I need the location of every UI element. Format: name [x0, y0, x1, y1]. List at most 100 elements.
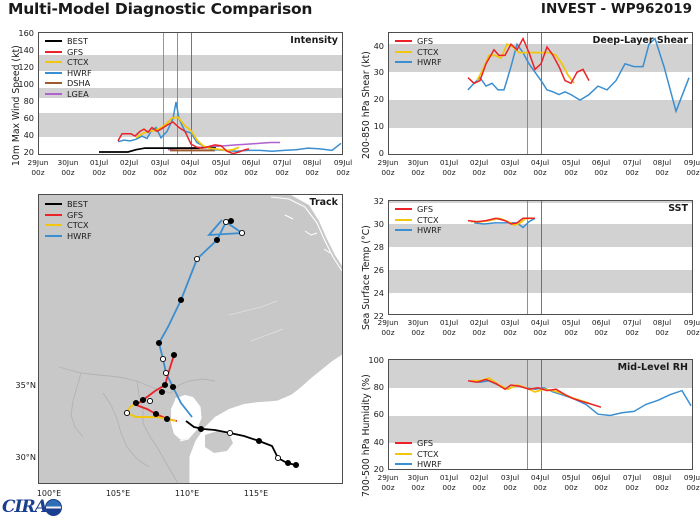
legend-item: LGEA	[45, 89, 92, 100]
intensity-ytick: 40	[23, 130, 34, 140]
shear-ytick: 40	[373, 41, 384, 51]
intensity-ytick: 60	[23, 113, 34, 123]
legend-swatch-hwrf	[45, 234, 62, 237]
legend-label: HWRF	[417, 57, 442, 68]
rh-ytick: 100	[368, 355, 384, 365]
intensity-xtick: 30Jun 00z	[57, 158, 79, 177]
sst-series-svg	[467, 217, 536, 229]
track-ytick: 35°N	[15, 380, 36, 390]
legend-item: HWRF	[395, 225, 442, 236]
legend-item: GFS	[395, 36, 442, 47]
sst-xtick: 01Jul 00z	[439, 318, 459, 337]
track-legend: BEST GFS CTCX HWRF	[45, 199, 92, 241]
reference-line-lgea	[163, 33, 165, 154]
legend-item: HWRF	[45, 231, 92, 242]
legend-label: GFS	[417, 36, 434, 47]
track-series-svg	[123, 217, 300, 469]
legend-label: HWRF	[417, 225, 442, 236]
legend-item: CTCX	[45, 220, 92, 231]
panel-track: 35°N 30°N 25°N 20°N	[0, 190, 350, 525]
sst-xtick: 05Jul 00z	[561, 318, 581, 337]
legend-label: HWRF	[67, 230, 92, 241]
storm-identifier: INVEST - WP962019	[540, 1, 692, 17]
legend-label: CTCX	[417, 448, 439, 459]
page-title: Multi-Model Diagnostic Comparison	[8, 0, 313, 18]
rh-xtick: 07Jul 00z	[622, 473, 642, 492]
rh-xtick: 05Jul 00z	[561, 473, 581, 492]
shear-series-svg	[467, 36, 690, 114]
intensity-band	[39, 113, 342, 137]
track-plot-area: Track BEST GFS CTCX HWRF	[38, 194, 343, 484]
reference-line-gfs	[541, 201, 543, 314]
legend-item: GFS	[395, 438, 442, 449]
legend-swatch-ctcx	[395, 218, 412, 221]
legend-label: LGEA	[67, 88, 89, 99]
shear-ytick: 10	[373, 121, 384, 131]
legend-item: HWRF	[395, 459, 442, 470]
sst-xtick: 29Jun 00z	[377, 318, 399, 337]
legend-item: HWRF	[395, 57, 442, 68]
track-markers-gfs	[139, 351, 178, 418]
reference-line-gfs	[541, 360, 543, 469]
legend-label: CTCX	[417, 214, 439, 225]
rh-band	[389, 360, 692, 388]
intensity-xtick: 09Jul 00z	[333, 158, 353, 177]
legend-swatch-gfs	[45, 50, 62, 53]
legend-label: GFS	[67, 209, 84, 220]
shear-xtick: 29Jun 00z	[377, 158, 399, 177]
track-markers-best	[197, 425, 300, 469]
shear-xtick: 06Jul 00z	[591, 158, 611, 177]
shear-legend: GFS CTCX HWRF	[395, 36, 442, 68]
reference-line-gfs	[541, 33, 543, 154]
sst-xtick: 07Jul 00z	[622, 318, 642, 337]
shear-xtick: 07Jul 00z	[622, 158, 642, 177]
track-xtick: 100°E	[36, 489, 62, 498]
legend-swatch-gfs	[395, 40, 412, 43]
legend-label: CTCX	[417, 46, 439, 57]
gulf-of-tonkin	[171, 395, 201, 440]
intensity-series-svg	[99, 101, 342, 154]
series-line-gfs	[467, 217, 535, 225]
intensity-panel-label: Intensity	[290, 35, 338, 46]
legend-swatch-hwrf	[45, 71, 62, 74]
intensity-band	[39, 87, 342, 99]
shear-xtick: 02Jul 00z	[469, 158, 489, 177]
legend-swatch-lgea	[45, 92, 62, 95]
legend-swatch-best	[45, 203, 62, 206]
intensity-ytick: 100	[18, 79, 34, 89]
shear-xtick: 30Jun 00z	[407, 158, 429, 177]
reference-line-hwrf	[177, 33, 179, 154]
track-xtick: 105°E	[105, 489, 131, 498]
legend-label: DSHA	[67, 78, 91, 89]
east-china-sea	[271, 195, 342, 266]
shear-ytick: 30	[373, 67, 384, 77]
globe-icon	[44, 498, 62, 516]
series-line-hwrf	[117, 101, 342, 152]
rh-xtick: 08Jul 00z	[652, 473, 672, 492]
country-border-west	[70, 372, 84, 438]
sst-band	[389, 224, 692, 247]
map-geography-svg	[58, 195, 342, 483]
track-xtick: 110°E	[174, 489, 200, 498]
intensity-ytick: 20	[23, 147, 34, 157]
cira-logo: CIRA	[2, 497, 62, 517]
legend-item: GFS	[45, 47, 92, 58]
shear-band	[389, 44, 692, 73]
shear-plot-area: Deep-Layer Shear GFS CTCX HWRF	[388, 32, 693, 155]
shear-ytick: 0	[378, 148, 384, 158]
legend-label: BEST	[67, 36, 88, 47]
track-panel-label: Track	[309, 197, 338, 208]
panel-deep-layer-shear: 200-850 hPa Shear (kt) 40 30 20 10 0 Dee…	[350, 14, 700, 190]
panel-intensity: 10m Max Wind Speed (kt) 160 140 120 100 …	[0, 14, 352, 190]
track-xtick: 115°E	[243, 489, 269, 498]
legend-label: CTCX	[67, 57, 89, 68]
intensity-xtick: 03Jul 00z	[150, 158, 170, 177]
series-line-gfs	[467, 36, 590, 85]
legend-label: HWRF	[417, 459, 442, 470]
legend-item: GFS	[45, 210, 92, 221]
legend-item: BEST	[45, 36, 92, 47]
legend-swatch-ctcx	[395, 452, 412, 455]
intensity-ytick: 160	[18, 28, 34, 38]
sst-ytick: 24	[373, 288, 384, 298]
